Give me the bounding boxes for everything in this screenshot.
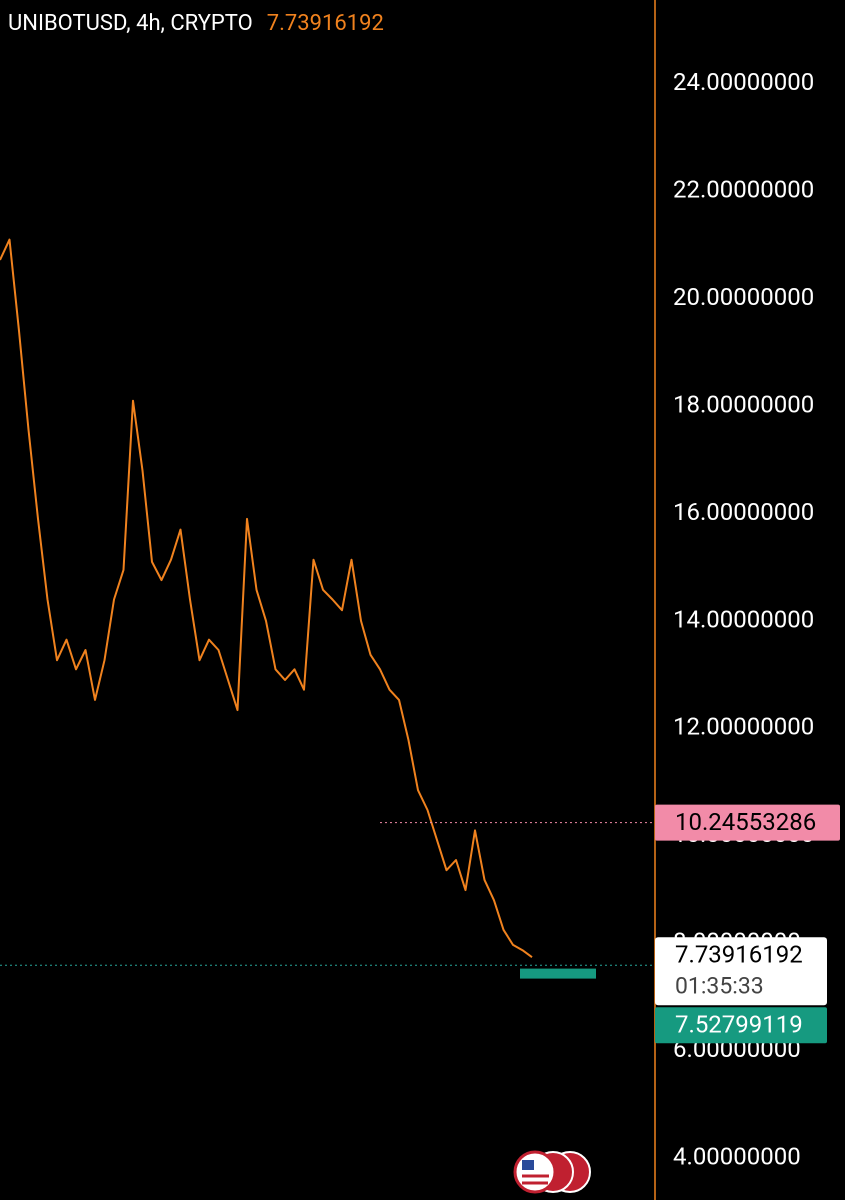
countdown-label: 01:35:33 — [675, 972, 764, 999]
y-tick-label: 20.00000000 — [673, 283, 814, 311]
y-tick-label: 12.00000000 — [673, 713, 814, 741]
bid-price-label: 7.52799119 — [675, 1011, 803, 1039]
y-tick-label: 18.00000000 — [673, 390, 814, 418]
exchange-icon — [513, 1150, 591, 1194]
high-price-label-bg — [655, 804, 840, 841]
y-tick-label: 24.00000000 — [673, 68, 814, 96]
y-tick-label: 4.00000000 — [673, 1142, 801, 1170]
price-line — [0, 238, 533, 959]
y-tick-label: 14.00000000 — [673, 605, 814, 633]
y-tick-label: 22.00000000 — [673, 176, 814, 204]
title-price: 7.73916192 — [267, 11, 384, 36]
last-price-label: 7.73916192 — [675, 941, 803, 969]
bid-marker — [520, 968, 596, 979]
chart-title: UNIBOTUSD, 4h, CRYPTO — [8, 11, 253, 36]
last-price-box — [655, 937, 827, 1006]
high-price-label: 10.24553286 — [675, 808, 816, 836]
bid-price-box — [655, 1007, 827, 1044]
y-tick-label: 16.00000000 — [673, 498, 814, 526]
